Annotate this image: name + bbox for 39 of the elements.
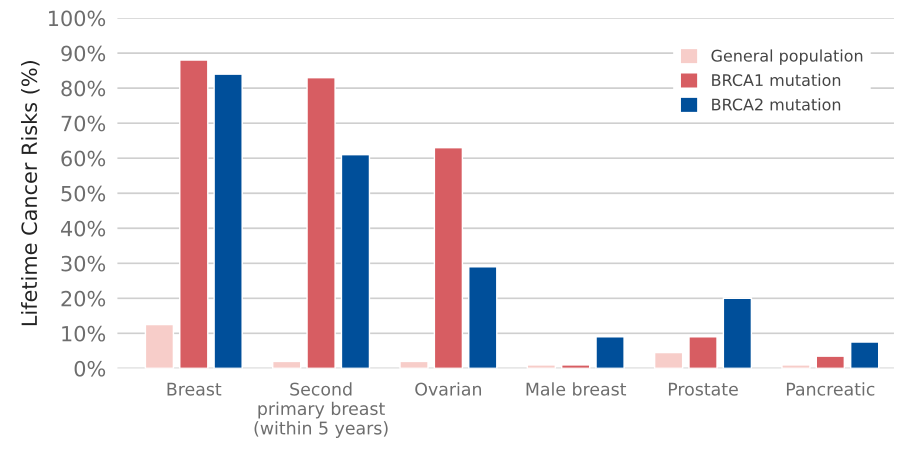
legend-label: BRCA2 mutation bbox=[712, 98, 840, 111]
bar bbox=[306, 76, 336, 368]
x-tick-label: Prostate bbox=[668, 382, 738, 396]
y-tick-label: 30% bbox=[62, 256, 106, 272]
bar bbox=[688, 336, 718, 368]
bar bbox=[781, 364, 811, 368]
bar bbox=[144, 324, 174, 368]
bar bbox=[561, 364, 590, 368]
bar bbox=[595, 336, 625, 368]
x-tick-label: Male breast bbox=[526, 382, 626, 396]
x-tick-label: Second primary breast (within 5 years) bbox=[254, 382, 388, 438]
bar bbox=[179, 59, 208, 368]
y-tick-label: 10% bbox=[62, 326, 106, 342]
y-tick-label: 20% bbox=[62, 290, 106, 307]
bar bbox=[399, 360, 429, 368]
y-tick-label: 40% bbox=[60, 220, 106, 236]
bar bbox=[434, 146, 464, 368]
y-axis-title: Lifetime Cancer Risks (%) bbox=[21, 61, 40, 326]
bar bbox=[850, 341, 880, 368]
bar bbox=[654, 352, 684, 368]
y-tick-label: 0% bbox=[74, 360, 106, 377]
legend-label: BRCA1 mutation bbox=[712, 74, 840, 86]
bar bbox=[272, 360, 302, 368]
bar bbox=[468, 266, 498, 368]
x-tick-label: Ovarian bbox=[415, 382, 482, 396]
x-tick-label: Pancreatic bbox=[786, 382, 874, 396]
bar bbox=[722, 298, 752, 368]
x-tick-label: Breast bbox=[168, 382, 222, 396]
bar bbox=[526, 364, 556, 368]
y-tick-label: 70% bbox=[62, 116, 106, 132]
y-tick-label: 50% bbox=[62, 186, 106, 202]
legend-label: General population bbox=[712, 49, 862, 65]
y-tick-label: 80% bbox=[61, 80, 106, 96]
y-tick-label: 60% bbox=[61, 150, 106, 166]
y-tick-label: 90% bbox=[61, 46, 106, 62]
bar bbox=[340, 154, 370, 368]
bar bbox=[816, 355, 846, 368]
y-tick-label: 100% bbox=[49, 10, 106, 26]
bar bbox=[213, 73, 243, 368]
